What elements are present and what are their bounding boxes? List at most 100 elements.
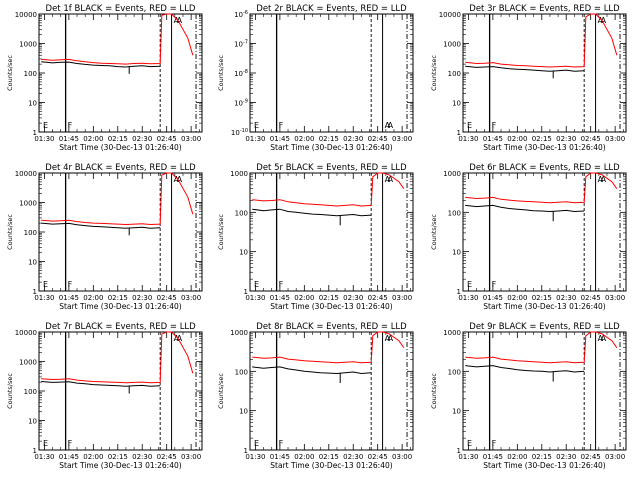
panel-det-4r-xtick-label: 02:00 <box>83 294 103 302</box>
panel-det-1f-ytick-label: 100 <box>24 70 37 78</box>
panel-det-9r-ytick-label: 10 <box>452 408 461 416</box>
panel-det-2r-flag-label-4: A <box>388 121 394 130</box>
panel-det-6r-xlabel: Start Time (30-Dec-13 01:26:40) <box>483 302 605 311</box>
panel-det-7r-xlabel: Start Time (30-Dec-13 01:26:40) <box>59 461 181 470</box>
panel-det-9r-frame <box>462 331 627 451</box>
panel-det-9r-ytick-label: 100 <box>448 368 461 376</box>
panel-det-4r-ytick-label: 10000 <box>15 170 37 178</box>
panel-det-6r-title: Det 6r BLACK = Events, RED = LLD <box>469 163 620 173</box>
panel-det-4r-xtick-label: 02:15 <box>108 294 128 302</box>
panel-det-1f-series-lld-line <box>41 13 194 65</box>
panel-det-6r-flag-label-1: E <box>467 280 472 289</box>
panel-det-4r-flag-label-2: F <box>68 280 73 289</box>
panel-det-6r-series-events-line <box>465 204 585 213</box>
panel-det-5r-title: Det 5r BLACK = Events, RED = LLD <box>256 163 407 173</box>
panel-det-9r-ylabel: Counts/sec <box>430 373 438 409</box>
panel-det-4r-xtick-label: 01:45 <box>59 294 79 302</box>
panel-det-1f-flag-label-2: F <box>68 121 73 130</box>
panel-det-4r-ytick-label: 10 <box>28 259 37 267</box>
panel-det-4r-xtick-label: 03:00 <box>181 294 201 302</box>
panel-det-1f-flag-label-3: A <box>174 16 180 25</box>
panel-det-2r-ytick-label: 10-8 <box>234 69 248 78</box>
panel-det-6r-flag-label-4: A <box>601 175 607 184</box>
panel-det-5r-flag-label-1: E <box>254 280 259 289</box>
panel-det-8r-ytick-label: 1000 <box>230 329 248 337</box>
panel-det-1f-xlabel: Start Time (30-Dec-13 01:26:40) <box>59 143 181 152</box>
panel-det-6r-xtick-label: 02:45 <box>581 294 601 302</box>
panel-det-7r-xtick-label: 02:30 <box>132 453 152 461</box>
panel-det-7r-ytick-label: 100 <box>24 388 37 396</box>
panel-det-1f-xtick-label: 02:15 <box>108 135 128 143</box>
panel-det-7r-ylabel: Counts/sec <box>6 373 14 409</box>
panel-det-3r-frame <box>462 13 627 133</box>
panel-det-3r-ytick-label: 1 <box>457 129 461 137</box>
panel-det-2r-xtick-label: 01:30 <box>245 135 265 143</box>
panel-det-2r-xtick-label: 01:45 <box>270 135 290 143</box>
panel-det-9r-flag-label-3: A <box>598 334 604 343</box>
panel-det-5r-ylabel: Counts/sec <box>217 214 225 250</box>
panel-det-7r-ytick-label: 10 <box>28 418 37 426</box>
panel-det-9r-xtick-label: 02:00 <box>507 453 527 461</box>
panel-det-6r-ytick-label: 10 <box>452 249 461 257</box>
panel-det-9r-series-events-line <box>465 365 585 373</box>
panel-det-8r-xtick-label: 02:30 <box>343 453 363 461</box>
panel-det-6r-ytick-label: 1 <box>457 288 461 296</box>
panel-det-4r-ytick-label: 1 <box>33 288 37 296</box>
panel-det-7r-ytick-label: 10000 <box>15 329 37 337</box>
panel-det-1f-xtick-label: 03:00 <box>181 135 201 143</box>
panel-det-1f-xtick-label: 02:00 <box>83 135 103 143</box>
panel-det-7r-xtick-label: 01:45 <box>59 453 79 461</box>
panel-det-2r-xtick-label: 02:15 <box>319 135 339 143</box>
panel-det-8r-xtick-label: 02:15 <box>319 453 339 461</box>
panel-det-3r-ytick-label: 10 <box>452 100 461 108</box>
panel-det-7r-flag-label-3: A <box>174 334 180 343</box>
panel-det-5r-xlabel: Start Time (30-Dec-13 01:26:40) <box>270 302 392 311</box>
panel-det-5r-flag-label-3: A <box>385 175 391 184</box>
panel-det-1f-flag-label-1: E <box>43 121 48 130</box>
panel-det-5r-xtick-label: 03:00 <box>392 294 412 302</box>
panel-det-9r-series-lld-line <box>465 331 618 364</box>
panel-det-7r-flag-label-1: E <box>43 439 48 448</box>
panel-det-8r-xtick-label: 01:45 <box>270 453 290 461</box>
panel-det-6r-xtick-label: 02:00 <box>507 294 527 302</box>
panel-det-4r-series-lld-line <box>41 172 194 226</box>
panel-det-8r-ytick-label: 10 <box>239 408 248 416</box>
panel-det-4r-ytick-label: 100 <box>24 229 37 237</box>
panel-det-3r-title: Det 3r BLACK = Events, RED = LLD <box>469 4 620 14</box>
panel-det-3r-xtick-label: 02:15 <box>532 135 552 143</box>
panel-det-5r-frame <box>249 172 414 292</box>
panel-det-8r-xtick-label: 01:30 <box>245 453 265 461</box>
panel-det-1f-xtick-label: 02:30 <box>132 135 152 143</box>
panel-det-3r-flag-label-1: E <box>467 121 472 130</box>
panel-det-5r-flag-label-4: A <box>388 175 394 184</box>
panel-det-4r-flag-label-1: E <box>43 280 48 289</box>
panel-det-9r-ytick-label: 1 <box>457 447 461 455</box>
panel-det-1f-title: Det 1f BLACK = Events, RED = LLD <box>46 4 196 14</box>
panel-det-8r-flag-label-4: A <box>388 334 394 343</box>
panel-det-5r-xtick-label: 02:15 <box>319 294 339 302</box>
panel-det-2r-xtick-label: 02:30 <box>343 135 363 143</box>
panel-det-4r-flag-label-4: A <box>177 175 183 184</box>
panel-det-6r-xtick-label: 02:15 <box>532 294 552 302</box>
panel-det-4r-xlabel: Start Time (30-Dec-13 01:26:40) <box>59 302 181 311</box>
panel-det-3r-xtick-label: 02:00 <box>507 135 527 143</box>
panel-det-2r-ytick-label: 10-6 <box>234 10 248 19</box>
panel-det-5r-xtick-label: 02:30 <box>343 294 363 302</box>
panel-det-8r-ylabel: Counts/sec <box>217 373 225 409</box>
panel-det-8r-series-events-line <box>252 366 372 375</box>
panel-det-8r-flag-label-1: E <box>254 439 259 448</box>
panel-det-7r-title: Det 7r BLACK = Events, RED = LLD <box>45 322 196 332</box>
panel-det-2r-xtick-label: 02:00 <box>294 135 314 143</box>
panel-det-4r-title: Det 4r BLACK = Events, RED = LLD <box>45 163 196 173</box>
panel-det-3r-ytick-label: 100 <box>448 70 461 78</box>
panel-det-8r-flag-label-2: F <box>279 439 284 448</box>
panel-det-9r-flag-label-4: A <box>601 334 607 343</box>
panel-det-6r-ytick-label: 1000 <box>443 170 461 178</box>
panel-det-9r-xtick-label: 02:15 <box>532 453 552 461</box>
panel-det-5r-xtick-label: 02:45 <box>368 294 388 302</box>
panel-det-5r-ytick-label: 1 <box>244 288 248 296</box>
panel-det-4r-ylabel: Counts/sec <box>6 214 14 250</box>
panel-det-1f-xtick-label: 02:45 <box>157 135 177 143</box>
panel-det-6r-frame <box>462 172 627 292</box>
